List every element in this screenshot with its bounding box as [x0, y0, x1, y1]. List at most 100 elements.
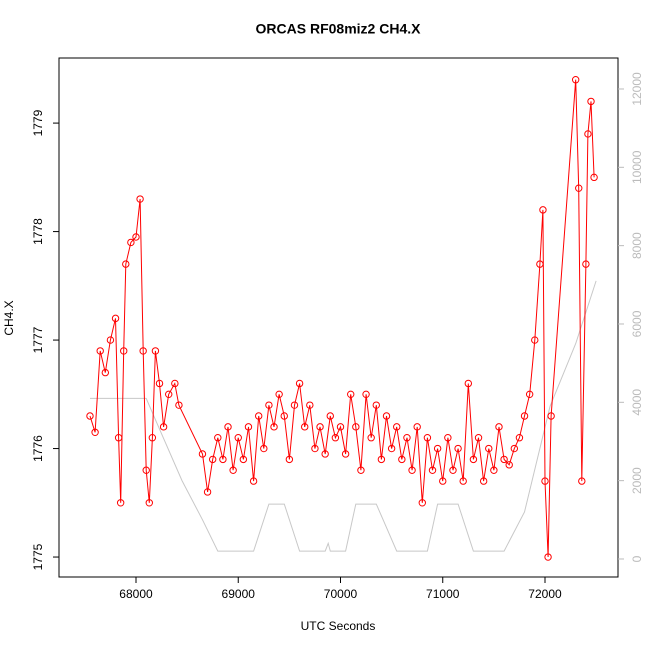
point	[510, 444, 519, 453]
point	[86, 412, 94, 420]
y-tick-label: 1775	[31, 543, 45, 570]
point	[382, 412, 391, 420]
point	[505, 461, 513, 469]
point	[165, 390, 173, 399]
point	[387, 444, 396, 453]
point	[525, 390, 534, 399]
point	[590, 173, 598, 182]
point	[485, 444, 493, 453]
point	[101, 368, 110, 377]
point	[459, 477, 467, 485]
point	[120, 347, 128, 355]
x-tick-label: 68000	[119, 587, 153, 601]
point	[91, 428, 99, 436]
point	[229, 466, 237, 474]
point	[367, 434, 375, 442]
point	[541, 477, 549, 485]
point	[582, 260, 590, 268]
point	[464, 379, 473, 388]
point	[423, 434, 432, 442]
point	[127, 238, 135, 247]
point	[151, 347, 160, 355]
point	[547, 412, 555, 420]
point	[265, 401, 273, 409]
x-axis-label: UTC Seconds	[301, 619, 376, 633]
point	[239, 455, 248, 464]
point	[490, 466, 498, 474]
point	[270, 423, 278, 431]
point	[515, 434, 524, 442]
y-axis-label: CH4.X	[2, 300, 16, 335]
point	[469, 455, 478, 464]
point	[326, 412, 334, 420]
point	[531, 336, 539, 344]
point	[372, 401, 380, 409]
point	[106, 336, 115, 344]
point	[249, 477, 258, 485]
series-line	[89, 79, 595, 558]
point	[398, 455, 406, 464]
y2-tick-label: 6000	[630, 310, 644, 337]
x-tick-label: 69000	[222, 587, 256, 601]
y2-tick-label: 8000	[630, 232, 644, 259]
point	[321, 450, 329, 458]
point	[316, 423, 324, 431]
point	[145, 499, 153, 507]
point	[587, 97, 595, 106]
point	[122, 260, 130, 268]
point	[575, 184, 583, 192]
chart-title: ORCAS RF08miz2 CH4.X	[256, 21, 422, 37]
point	[254, 412, 263, 420]
point	[159, 423, 168, 431]
y-tick-label: 1779	[31, 109, 45, 136]
point	[544, 553, 552, 561]
y-tick-label: 1777	[31, 326, 45, 353]
point	[474, 434, 483, 442]
point	[244, 423, 253, 431]
point	[336, 423, 345, 431]
y2-tick-label: 2000	[630, 467, 644, 494]
point	[479, 477, 488, 485]
point	[341, 450, 350, 458]
point	[139, 347, 147, 355]
point	[403, 434, 411, 442]
point	[347, 390, 355, 399]
y-tick-label: 1776	[31, 435, 45, 462]
y2-tick-label: 4000	[630, 389, 644, 416]
point	[96, 347, 104, 355]
point	[520, 412, 529, 420]
x-tick-label: 71000	[426, 587, 460, 601]
y2-tick-label: 12000	[630, 72, 644, 106]
point	[203, 488, 212, 496]
point	[290, 401, 299, 409]
point	[393, 423, 401, 431]
point	[449, 466, 457, 474]
point	[175, 401, 183, 409]
point	[148, 434, 157, 442]
point	[136, 195, 144, 203]
point	[571, 75, 580, 84]
point	[214, 434, 222, 442]
point	[219, 455, 227, 464]
point	[539, 206, 547, 214]
point	[331, 434, 340, 442]
point	[578, 477, 586, 485]
point	[362, 390, 370, 399]
point	[111, 314, 120, 323]
point	[295, 379, 304, 388]
point	[116, 499, 125, 507]
point	[142, 466, 150, 474]
point	[377, 455, 386, 464]
point	[171, 379, 179, 388]
point	[500, 455, 508, 464]
point	[234, 434, 242, 442]
y2-tick-label: 10000	[630, 150, 644, 184]
point	[306, 401, 314, 409]
series-line	[90, 280, 597, 552]
point	[444, 434, 452, 442]
point	[584, 130, 592, 138]
point	[275, 390, 283, 399]
point	[357, 466, 365, 474]
